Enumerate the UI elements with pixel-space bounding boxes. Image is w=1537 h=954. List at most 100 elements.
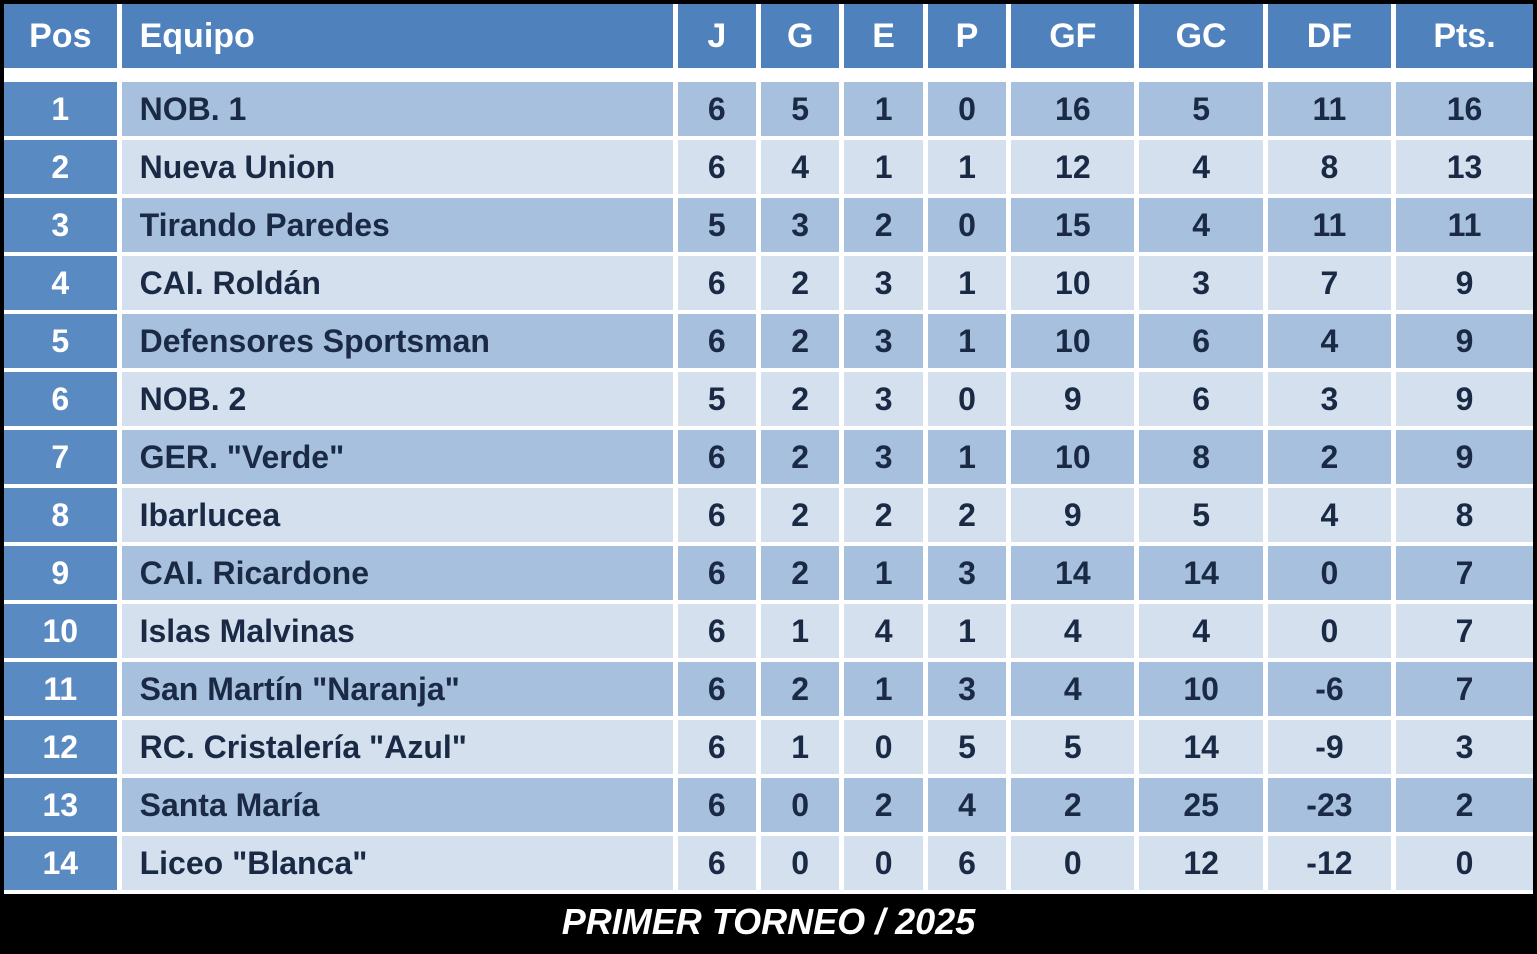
cell-df: -6 — [1268, 662, 1396, 720]
col-header-g: G — [761, 4, 844, 68]
cell-team: NOB. 1 — [122, 82, 678, 140]
cell-gc: 4 — [1139, 140, 1267, 198]
col-header-gc: GC — [1139, 4, 1267, 68]
col-header-e: E — [844, 4, 927, 68]
table-row: 4CAI. Roldán623110379 — [4, 256, 1533, 314]
cell-p: 1 — [928, 140, 1011, 198]
table-row: 6NOB. 252309639 — [4, 372, 1533, 430]
cell-pts: 11 — [1396, 198, 1533, 256]
cell-g: 2 — [761, 488, 844, 546]
table-row: 5Defensores Sportsman623110649 — [4, 314, 1533, 372]
cell-gc: 5 — [1139, 488, 1267, 546]
cell-p: 0 — [928, 372, 1011, 430]
col-header-team: Equipo — [122, 4, 678, 68]
cell-team: Santa María — [122, 778, 678, 836]
cell-gc: 14 — [1139, 720, 1267, 778]
cell-p: 1 — [928, 430, 1011, 488]
cell-g: 2 — [761, 546, 844, 604]
cell-pos: 6 — [4, 372, 122, 430]
cell-pos: 1 — [4, 82, 122, 140]
cell-team: Liceo "Blanca" — [122, 836, 678, 894]
table-row: 14Liceo "Blanca"6006012-120 — [4, 836, 1533, 894]
cell-j: 5 — [678, 372, 761, 430]
cell-g: 1 — [761, 720, 844, 778]
cell-p: 3 — [928, 662, 1011, 720]
cell-g: 5 — [761, 82, 844, 140]
cell-gc: 4 — [1139, 198, 1267, 256]
cell-pos: 2 — [4, 140, 122, 198]
cell-gf: 14 — [1011, 546, 1139, 604]
cell-g: 3 — [761, 198, 844, 256]
footer-title: PRIMER TORNEO / 2025 — [4, 894, 1533, 950]
table-row: 13Santa María6024225-232 — [4, 778, 1533, 836]
cell-e: 1 — [844, 546, 927, 604]
cell-gc: 25 — [1139, 778, 1267, 836]
cell-p: 0 — [928, 198, 1011, 256]
cell-pos: 8 — [4, 488, 122, 546]
cell-e: 2 — [844, 488, 927, 546]
table-row: 11San Martín "Naranja"6213410-67 — [4, 662, 1533, 720]
cell-pts: 9 — [1396, 314, 1533, 372]
table-row: 2Nueva Union6411124813 — [4, 140, 1533, 198]
cell-pts: 3 — [1396, 720, 1533, 778]
standings-table: Pos Equipo J G E P GF GC DF Pts. 1NOB. 1… — [4, 4, 1533, 950]
table-row: 3Tirando Paredes53201541111 — [4, 198, 1533, 256]
cell-df: -12 — [1268, 836, 1396, 894]
cell-gc: 5 — [1139, 82, 1267, 140]
cell-g: 1 — [761, 604, 844, 662]
cell-gf: 10 — [1011, 256, 1139, 314]
cell-pts: 8 — [1396, 488, 1533, 546]
cell-e: 4 — [844, 604, 927, 662]
cell-p: 1 — [928, 604, 1011, 662]
cell-gf: 16 — [1011, 82, 1139, 140]
cell-j: 6 — [678, 836, 761, 894]
col-header-pts: Pts. — [1396, 4, 1533, 68]
cell-pts: 2 — [1396, 778, 1533, 836]
cell-df: 8 — [1268, 140, 1396, 198]
cell-df: 11 — [1268, 82, 1396, 140]
cell-p: 1 — [928, 314, 1011, 372]
cell-gc: 14 — [1139, 546, 1267, 604]
cell-pos: 7 — [4, 430, 122, 488]
cell-gc: 6 — [1139, 314, 1267, 372]
cell-team: Ibarlucea — [122, 488, 678, 546]
cell-pos: 13 — [4, 778, 122, 836]
table-footer: PRIMER TORNEO / 2025 — [4, 894, 1533, 950]
cell-j: 6 — [678, 430, 761, 488]
table-body: 1NOB. 1651016511162Nueva Union6411124813… — [4, 68, 1533, 894]
cell-pos: 9 — [4, 546, 122, 604]
cell-e: 0 — [844, 720, 927, 778]
table-row: 9CAI. Ricardone6213141407 — [4, 546, 1533, 604]
cell-e: 1 — [844, 140, 927, 198]
col-header-p: P — [928, 4, 1011, 68]
cell-p: 6 — [928, 836, 1011, 894]
cell-j: 6 — [678, 488, 761, 546]
cell-e: 2 — [844, 198, 927, 256]
cell-pts: 9 — [1396, 372, 1533, 430]
cell-g: 2 — [761, 256, 844, 314]
cell-pos: 14 — [4, 836, 122, 894]
cell-gc: 8 — [1139, 430, 1267, 488]
cell-df: 0 — [1268, 546, 1396, 604]
cell-j: 6 — [678, 140, 761, 198]
cell-gc: 12 — [1139, 836, 1267, 894]
col-header-pos: Pos — [4, 4, 122, 68]
cell-gf: 10 — [1011, 314, 1139, 372]
cell-pos: 3 — [4, 198, 122, 256]
cell-g: 0 — [761, 836, 844, 894]
cell-j: 6 — [678, 314, 761, 372]
cell-p: 1 — [928, 256, 1011, 314]
cell-gf: 12 — [1011, 140, 1139, 198]
cell-j: 6 — [678, 720, 761, 778]
cell-j: 6 — [678, 662, 761, 720]
cell-gc: 6 — [1139, 372, 1267, 430]
cell-g: 2 — [761, 314, 844, 372]
cell-pos: 12 — [4, 720, 122, 778]
cell-g: 2 — [761, 662, 844, 720]
cell-pts: 16 — [1396, 82, 1533, 140]
table-row: 1NOB. 165101651116 — [4, 82, 1533, 140]
cell-gc: 10 — [1139, 662, 1267, 720]
cell-df: 4 — [1268, 314, 1396, 372]
cell-gf: 9 — [1011, 488, 1139, 546]
cell-df: 2 — [1268, 430, 1396, 488]
